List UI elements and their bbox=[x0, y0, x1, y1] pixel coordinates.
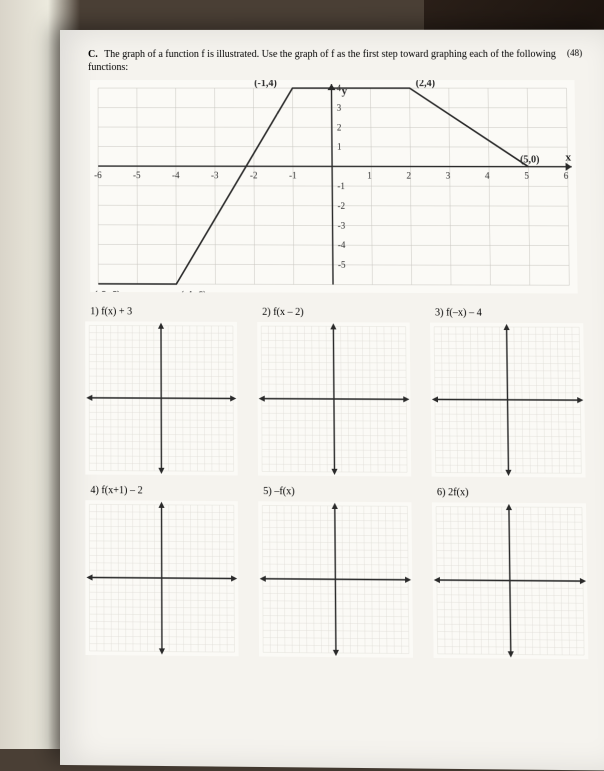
problem-text: The graph of a function f is illustrated… bbox=[88, 49, 556, 73]
svg-text:1: 1 bbox=[367, 171, 372, 181]
main-graph: yx-6-5-4-3-2-11234561234-1-2-3-4-5(-6,-6… bbox=[90, 80, 578, 293]
sub-graph-3 bbox=[430, 323, 586, 478]
problem-header: (48) C. The graph of a function f is ill… bbox=[82, 48, 583, 74]
svg-text:2: 2 bbox=[406, 171, 411, 181]
sub-cell-2: 2) f(x – 2) bbox=[254, 307, 414, 477]
svg-text:3: 3 bbox=[337, 103, 342, 113]
svg-text:-4: -4 bbox=[172, 170, 180, 180]
sub-graph-4 bbox=[85, 500, 238, 656]
svg-text:-5: -5 bbox=[338, 260, 346, 270]
sub-cell-3: 3) f(–x) – 4 bbox=[427, 307, 589, 477]
sub-graph-5 bbox=[258, 501, 413, 657]
svg-text:-2: -2 bbox=[337, 201, 345, 211]
svg-text:-4: -4 bbox=[338, 240, 346, 250]
sub-row-2: 4) f(x+1) – 2 5) –f(x) 6) 2f(x) bbox=[82, 485, 591, 659]
svg-text:6: 6 bbox=[564, 171, 569, 181]
sub-label-4: 4) f(x+1) – 2 bbox=[82, 485, 241, 497]
svg-text:-1: -1 bbox=[337, 181, 345, 191]
sub-row-1: 1) f(x) + 3 2) f(x – 2) 3) f(–x) – 4 bbox=[82, 306, 588, 477]
svg-text:y: y bbox=[342, 85, 348, 97]
sub-label-2: 2) f(x – 2) bbox=[254, 307, 413, 319]
svg-text:-3: -3 bbox=[338, 220, 346, 230]
sub-label-1: 1) f(x) + 3 bbox=[82, 306, 240, 318]
svg-text:(5,0): (5,0) bbox=[520, 155, 540, 166]
svg-text:-2: -2 bbox=[250, 170, 258, 180]
worksheet-page: (48) C. The graph of a function f is ill… bbox=[60, 30, 604, 771]
svg-text:5: 5 bbox=[524, 171, 529, 181]
svg-text:(2,4): (2,4) bbox=[416, 80, 435, 89]
sub-label-3: 3) f(–x) – 4 bbox=[427, 307, 586, 319]
sub-graph-6 bbox=[432, 502, 588, 659]
page-number: (48) bbox=[567, 48, 582, 60]
svg-text:-6: -6 bbox=[94, 170, 102, 180]
svg-text:3: 3 bbox=[446, 171, 451, 181]
sub-cell-5: 5) –f(x) bbox=[255, 486, 416, 658]
sub-label-5: 5) –f(x) bbox=[255, 486, 414, 498]
svg-text:(-4,-6): (-4,-6) bbox=[180, 290, 206, 293]
svg-text:1: 1 bbox=[337, 142, 342, 152]
svg-text:-3: -3 bbox=[211, 170, 219, 180]
svg-text:2: 2 bbox=[337, 122, 342, 132]
svg-text:(-6,-6): (-6,-6) bbox=[94, 290, 120, 294]
svg-text:4: 4 bbox=[485, 171, 490, 181]
problem-letter: C. bbox=[88, 49, 98, 60]
sub-cell-6: 6) 2f(x) bbox=[429, 487, 592, 659]
sub-label-6: 6) 2f(x) bbox=[429, 487, 589, 499]
sub-cell-1: 1) f(x) + 3 bbox=[82, 306, 241, 475]
sub-graph-1 bbox=[85, 321, 237, 475]
svg-text:-1: -1 bbox=[289, 170, 297, 180]
sub-cell-4: 4) f(x+1) – 2 bbox=[82, 485, 241, 657]
svg-text:x: x bbox=[565, 152, 571, 164]
main-graph-svg: yx-6-5-4-3-2-11234561234-1-2-3-4-5(-6,-6… bbox=[90, 80, 578, 293]
svg-text:(-1,4): (-1,4) bbox=[254, 80, 277, 89]
sub-graph-2 bbox=[257, 322, 411, 476]
svg-text:-5: -5 bbox=[133, 170, 141, 180]
